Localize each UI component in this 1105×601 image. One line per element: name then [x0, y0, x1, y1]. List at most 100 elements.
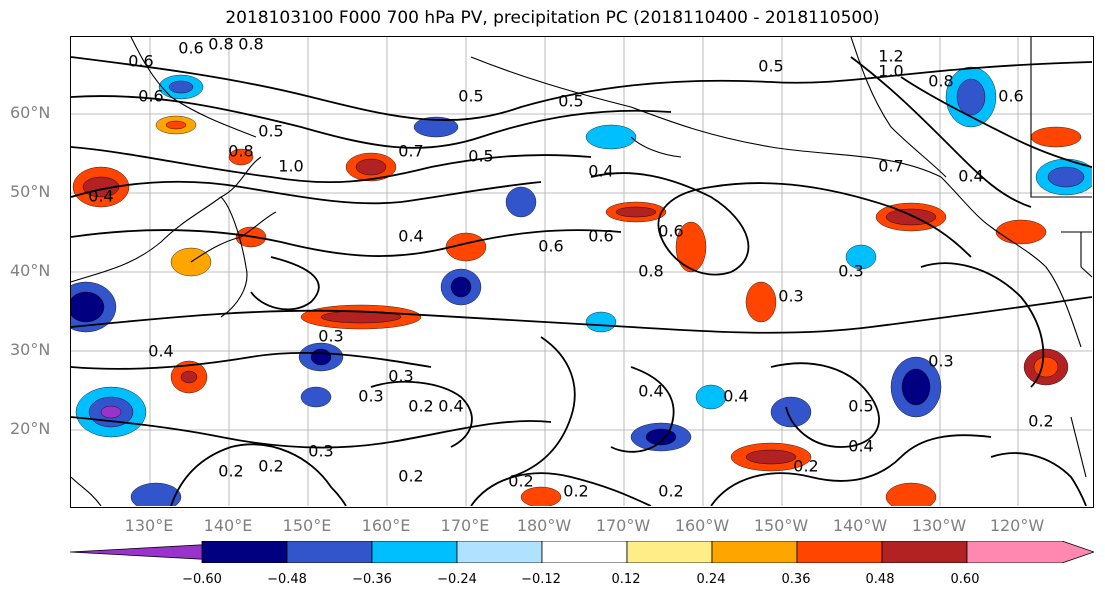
lon-label: 170°E	[440, 516, 490, 535]
lon-label: 170°W	[595, 516, 651, 535]
coastline	[71, 156, 262, 283]
contour-label: 0.6	[998, 87, 1023, 106]
contour-label: 0.3	[838, 262, 863, 281]
precip-cell	[770, 396, 812, 428]
colorbar-tick-label: −0.60	[182, 572, 222, 587]
contour-label: 0.8	[928, 72, 953, 91]
lon-label: 140°W	[832, 516, 888, 535]
colorbar-tick-label: −0.24	[437, 572, 477, 587]
contour-label: 0.3	[308, 442, 333, 461]
colorbar-tick-label: 0.36	[781, 572, 811, 587]
pv-contour	[920, 262, 1045, 388]
contour-label: 0.2	[658, 482, 683, 501]
contour-label: 0.6	[138, 87, 163, 106]
contour-label: 0.4	[588, 162, 613, 181]
contour-label: 0.2	[218, 462, 243, 481]
lat-label: 60°N	[10, 103, 51, 122]
coastline	[71, 476, 102, 507]
lon-label: 150°E	[282, 516, 332, 535]
precipitation-shading	[71, 66, 1093, 507]
coastline	[1070, 416, 1087, 478]
contour-label: 0.6	[658, 222, 683, 241]
precip-cell	[168, 80, 194, 94]
precip-cell	[310, 348, 332, 366]
colorbar-tick-label: −0.36	[352, 572, 392, 587]
pv-contour	[370, 380, 473, 448]
precip-cell	[585, 311, 617, 333]
pv-contour	[71, 146, 592, 184]
pv-contour	[71, 56, 1093, 121]
colorbar-extend-high	[966, 541, 1094, 563]
precip-cell	[445, 232, 487, 262]
pv-contour	[71, 229, 622, 257]
precip-cell	[71, 291, 105, 323]
contour-label: 0.3	[778, 287, 803, 306]
precip-cell	[228, 148, 254, 166]
colorbar-swatch	[201, 541, 288, 563]
contour-label: 0.8	[638, 262, 663, 281]
contour-label: 0.3	[358, 387, 383, 406]
lat-label: 50°N	[10, 182, 51, 201]
contour-label: 0.4	[958, 167, 983, 186]
pv-contour	[900, 76, 1093, 168]
contour-label: 0.8	[238, 37, 263, 54]
precip-cell	[695, 384, 727, 410]
precip-cell	[100, 405, 122, 419]
precip-cell	[130, 482, 182, 507]
precip-cell	[413, 116, 459, 138]
pv-contour	[590, 172, 750, 276]
map-title: 2018103100 F000 700 hPa PV, precipitatio…	[225, 8, 880, 28]
coastline	[220, 196, 248, 318]
precip-cell	[745, 449, 797, 465]
colorbar-tick-label: −0.12	[521, 572, 561, 587]
map-panel[interactable]: 0.6 0.8 0.6 0.8 0.6 0.5 0.8 1.0 0.4 0.7 0.5 0.5 0.4 0…	[70, 36, 1094, 508]
colorbar-swatch	[456, 541, 543, 563]
colorbar-swatch	[541, 541, 628, 563]
precip-cell	[995, 219, 1047, 245]
precip-cell	[1033, 356, 1059, 378]
contour-label: 1.2	[878, 47, 903, 66]
precip-cell	[845, 244, 877, 270]
contour-label: 0.8	[208, 37, 233, 54]
pv-contour	[710, 182, 972, 258]
contour-labels: 0.6 0.8 0.6 0.8 0.6 0.5 0.8 1.0 0.4 0.7 0.5 0.5 0.4 0…	[88, 37, 1053, 501]
precip-cell	[520, 486, 562, 507]
coastline	[850, 37, 947, 178]
map-canvas: 0.6 0.8 0.6 0.8 0.6 0.5 0.8 1.0 0.4 0.7 0.5 0.5 0.4 0…	[71, 37, 1093, 507]
contour-label: 0.6	[178, 39, 203, 58]
contour-label: 1.0	[278, 157, 303, 176]
contour-label: 0.2	[408, 397, 433, 416]
lat-label: 40°N	[10, 261, 51, 280]
colorbar-swatch	[626, 541, 713, 563]
coastline	[470, 56, 942, 178]
lon-label: 130°W	[911, 516, 967, 535]
coastline	[130, 37, 257, 138]
pv-contour	[71, 296, 1093, 334]
contour-label: 0.3	[388, 367, 413, 386]
precip-cell	[615, 206, 657, 218]
colorbar-tick-label: 0.48	[865, 572, 895, 587]
lon-label: 130°E	[124, 516, 174, 535]
contour-label: 0.4	[398, 227, 423, 246]
pv-contour	[470, 472, 652, 507]
contour-label: 1.0	[878, 62, 903, 81]
lon-label: 160°W	[674, 516, 730, 535]
contour-label: 0.6	[588, 227, 613, 246]
lat-label: 20°N	[10, 419, 51, 438]
precip-cell	[885, 208, 937, 226]
precip-cell	[450, 276, 472, 298]
precip-cell	[1030, 126, 1082, 148]
contour-label: 0.5	[468, 147, 493, 166]
contour-label: 0.6	[538, 237, 563, 256]
pv-contour	[250, 256, 320, 311]
contour-label: 0.3	[928, 352, 953, 371]
lat-label: 30°N	[10, 340, 51, 359]
pv-contours	[71, 56, 1093, 507]
precip-cell	[165, 120, 187, 130]
contour-label: 0.6	[128, 52, 153, 71]
colorbar-swatch	[711, 541, 798, 563]
lon-label: 180°W	[516, 516, 572, 535]
contour-label: 0.2	[563, 482, 588, 501]
colorbar-tick-label: 0.12	[611, 572, 641, 587]
colorbar-swatch	[286, 541, 373, 563]
